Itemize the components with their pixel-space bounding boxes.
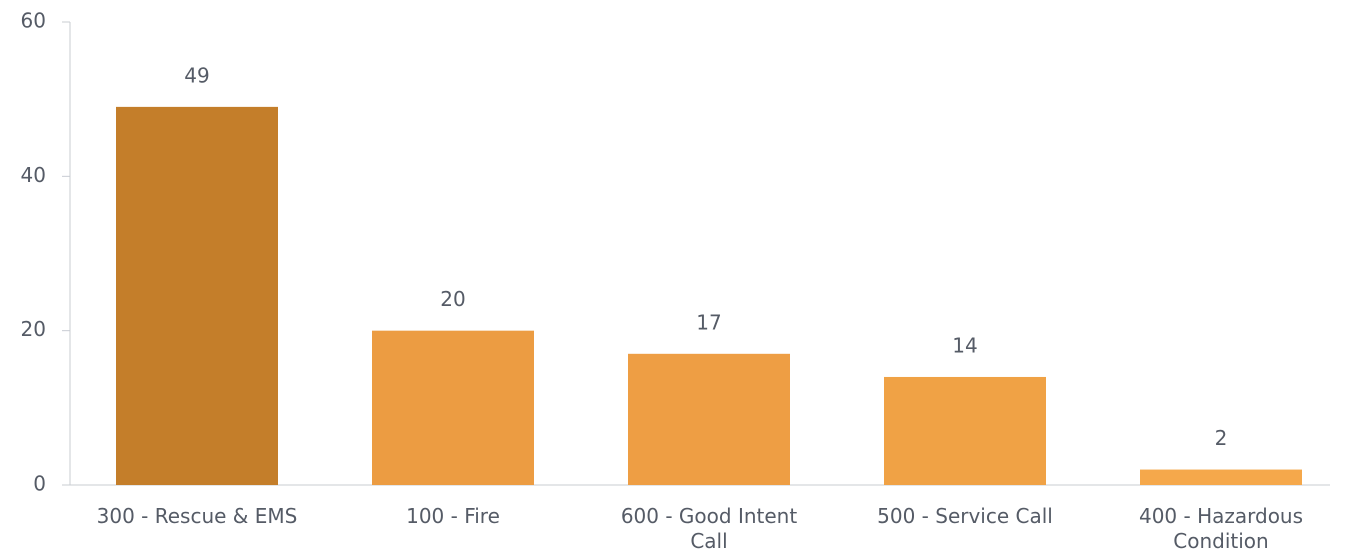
bar	[372, 330, 534, 485]
value-label: 49	[184, 63, 209, 87]
value-label: 20	[440, 287, 465, 311]
value-label: 17	[696, 310, 721, 334]
bar	[116, 106, 278, 485]
value-label: 14	[952, 333, 977, 357]
y-tick-label: 40	[21, 163, 46, 187]
y-tick-label: 20	[21, 317, 46, 341]
x-tick-label: 300 - Rescue & EMS	[97, 504, 298, 528]
y-tick-label: 60	[21, 9, 46, 33]
value-label: 2	[1215, 426, 1228, 450]
x-tick-label: 100 - Fire	[406, 504, 500, 528]
bar	[628, 353, 790, 485]
x-tick-label: 400 - Hazardous Condition	[1139, 504, 1303, 553]
x-tick-label: 500 - Service Call	[877, 504, 1053, 528]
x-tick-label: 600 - Good Intent Call	[621, 504, 798, 553]
y-tick-label: 0	[33, 472, 46, 496]
bar	[884, 376, 1046, 485]
bar	[1140, 469, 1302, 485]
